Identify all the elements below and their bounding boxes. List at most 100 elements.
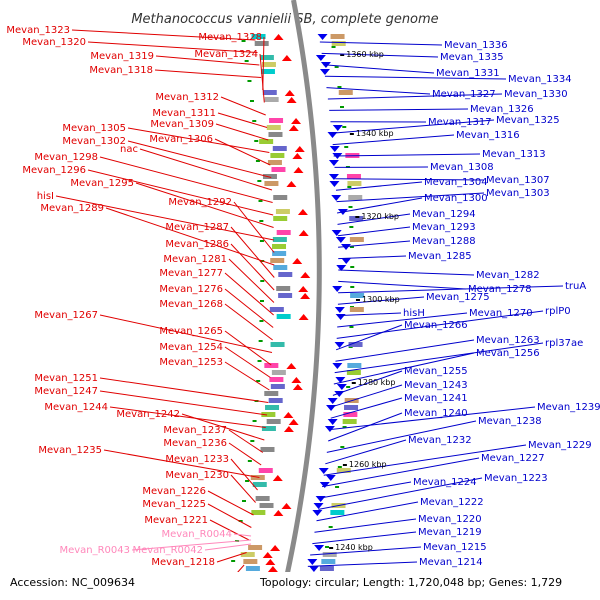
gene-block bbox=[278, 272, 293, 277]
right-connector bbox=[338, 240, 411, 248]
tick-mark bbox=[250, 440, 255, 442]
right-connector bbox=[321, 52, 439, 58]
left-connector bbox=[207, 503, 252, 528]
gene-tracks bbox=[231, 0, 365, 600]
tick-mark bbox=[349, 326, 354, 328]
tick-mark bbox=[258, 340, 263, 342]
tick-mark bbox=[350, 266, 355, 268]
gene-block bbox=[245, 566, 260, 571]
right-gene-label: hisH bbox=[403, 308, 425, 319]
forward-gene-arrow bbox=[292, 258, 303, 264]
gene-block bbox=[255, 496, 270, 501]
forward-gene-arrow bbox=[300, 293, 311, 299]
reverse-gene-arrow bbox=[319, 69, 330, 75]
right-connector bbox=[320, 481, 412, 499]
right-connector bbox=[319, 41, 443, 46]
right-connector bbox=[336, 192, 485, 203]
left-gene-label: Mevan_1236 bbox=[163, 438, 227, 449]
right-connector bbox=[331, 119, 495, 134]
footer-background bbox=[0, 572, 600, 600]
right-gene-label: Mevan_1232 bbox=[408, 435, 472, 446]
gene-block bbox=[258, 468, 273, 473]
left-gene-label: Mevan_1298 bbox=[34, 152, 98, 163]
left-gene-label: Mevan_1277 bbox=[159, 268, 223, 279]
label-connectors bbox=[55, 29, 564, 592]
gene-block bbox=[272, 146, 287, 151]
gene-block bbox=[259, 139, 274, 144]
left-connector bbox=[214, 138, 271, 166]
forward-gene-arrow bbox=[284, 90, 295, 96]
kbp-marker: 1340 kbp bbox=[356, 129, 394, 138]
right-connector bbox=[337, 312, 468, 328]
tick-mark bbox=[231, 560, 236, 562]
reverse-gene-arrow bbox=[324, 426, 335, 432]
rna-gene-label: Mevan_R0043 bbox=[59, 545, 130, 556]
tick-mark bbox=[238, 520, 243, 522]
left-gene-label: Mevan_1306 bbox=[149, 134, 213, 145]
gene-block bbox=[344, 405, 359, 410]
gene-block bbox=[273, 265, 288, 270]
left-connector bbox=[224, 288, 274, 328]
right-connector bbox=[328, 412, 403, 442]
right-gene-label: Mevan_1327 bbox=[432, 89, 496, 100]
left-gene-label: Mevan_1320 bbox=[22, 37, 86, 48]
left-gene-label: Mevan_1244 bbox=[44, 402, 108, 413]
right-gene-label: Mevan_1307 bbox=[486, 175, 550, 186]
tick-mark bbox=[258, 200, 263, 202]
gene-block bbox=[262, 90, 277, 95]
left-gene-label: Mevan_1265 bbox=[159, 326, 223, 337]
gene-block bbox=[347, 363, 362, 368]
right-gene-label: Mevan_1222 bbox=[420, 497, 484, 508]
right-connector bbox=[338, 269, 475, 276]
left-gene-label: Mevan_1253 bbox=[159, 357, 223, 368]
left-connector bbox=[127, 140, 272, 178]
right-gene-label: Mevan_1335 bbox=[440, 52, 504, 63]
tick-mark bbox=[349, 246, 354, 248]
gene-block bbox=[348, 342, 363, 347]
right-connector bbox=[330, 397, 403, 419]
right-connector bbox=[325, 439, 407, 465]
right-connector bbox=[321, 457, 480, 488]
left-connector bbox=[228, 258, 275, 303]
gene-block bbox=[270, 153, 285, 158]
kbp-marker: 1260 kbp bbox=[349, 460, 387, 469]
left-connector bbox=[99, 314, 273, 353]
right-connector bbox=[335, 178, 485, 181]
tick-mark bbox=[252, 420, 257, 422]
tick-mark bbox=[256, 380, 261, 382]
right-gene-label: Mevan_1293 bbox=[412, 222, 476, 233]
right-gene-label: truA bbox=[565, 281, 586, 292]
right-connector bbox=[318, 477, 483, 510]
right-gene-label: Mevan_1241 bbox=[404, 393, 468, 404]
right-gene-label: Mevan_1243 bbox=[404, 380, 468, 391]
left-connector bbox=[259, 53, 265, 103]
gene-block bbox=[331, 41, 346, 46]
gene-block bbox=[349, 216, 364, 221]
reverse-gene-arrow bbox=[336, 384, 347, 390]
tick-mark bbox=[254, 140, 259, 142]
left-connector bbox=[55, 195, 275, 241]
tick-mark bbox=[244, 60, 249, 62]
right-gene-label: Mevan_1270 bbox=[469, 308, 533, 319]
tick-mark bbox=[328, 526, 333, 528]
left-gene-label: Mevan_1281 bbox=[163, 254, 227, 265]
left-gene-label: Mevan_1302 bbox=[62, 136, 126, 147]
right-gene-label: Mevan_1316 bbox=[456, 130, 520, 141]
forward-gene-arrow bbox=[286, 181, 297, 187]
forward-gene-arrow bbox=[281, 55, 292, 61]
reverse-gene-arrow bbox=[334, 307, 345, 313]
left-connector bbox=[87, 41, 258, 53]
tick-mark bbox=[255, 160, 260, 162]
tick-mark bbox=[337, 86, 342, 88]
right-gene-label: Mevan_1240 bbox=[404, 408, 468, 419]
right-gene-label: Mevan_1317 bbox=[428, 117, 492, 128]
right-connector bbox=[338, 255, 407, 260]
right-gene-label: Mevan_1282 bbox=[476, 270, 540, 281]
tick-mark bbox=[259, 320, 264, 322]
right-gene-label: Mevan_1219 bbox=[418, 527, 482, 538]
tick-mark bbox=[349, 226, 354, 228]
right-gene-label: Mevan_1224 bbox=[413, 477, 477, 488]
rna-connector bbox=[233, 533, 252, 537]
left-gene-label: Mevan_1287 bbox=[165, 222, 229, 233]
